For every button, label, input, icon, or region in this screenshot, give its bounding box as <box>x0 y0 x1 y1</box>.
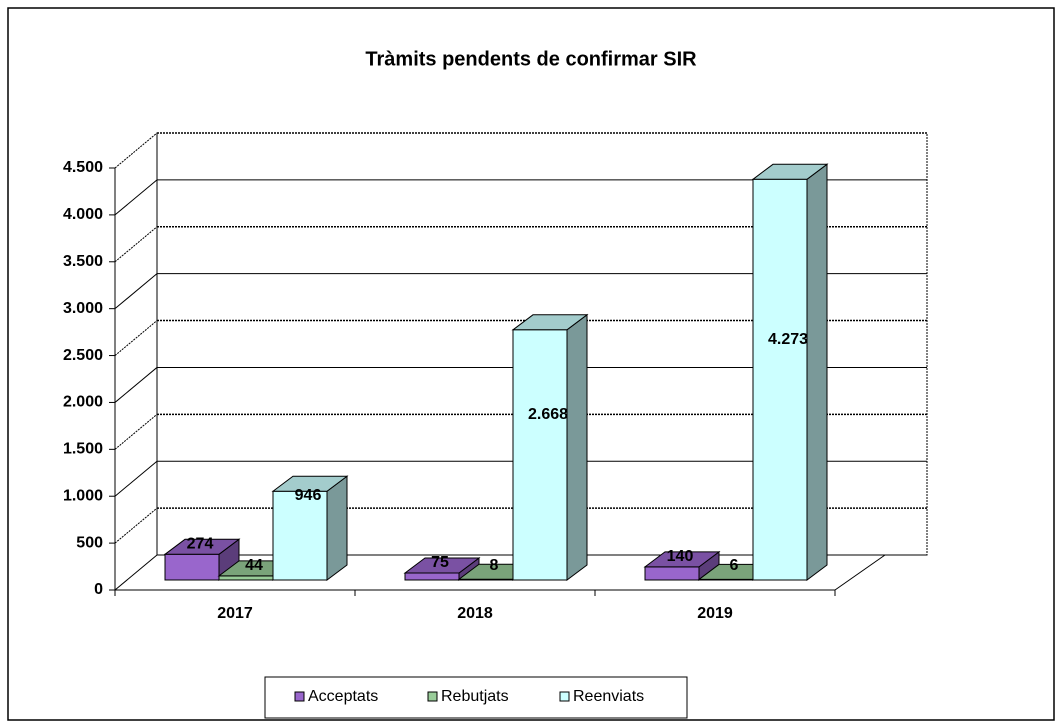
y-tick-label: 2.000 <box>63 394 103 411</box>
grid-diagonal <box>114 179 158 216</box>
bar-face <box>643 551 721 568</box>
x-tick-label: 2018 <box>457 605 493 622</box>
legend-swatch <box>427 691 438 702</box>
bar <box>511 313 589 581</box>
value-label: 44 <box>245 557 263 574</box>
grid-diagonal <box>114 226 158 263</box>
bar-face <box>752 178 808 581</box>
bar-face <box>326 475 348 581</box>
grid-diagonal <box>114 554 158 591</box>
value-label: 75 <box>431 554 449 571</box>
y-tick-label: 4.000 <box>63 206 103 223</box>
legend-box <box>264 676 688 719</box>
grid-diagonal <box>114 320 158 356</box>
y-tick-label: 1.000 <box>63 487 103 504</box>
bar <box>751 163 829 581</box>
bar-face <box>404 572 460 581</box>
floor-right <box>834 554 886 591</box>
legend-swatch <box>559 691 570 702</box>
value-label: 4.273 <box>768 331 808 348</box>
bar-face <box>271 475 349 492</box>
bar-face <box>512 329 568 581</box>
grid-diagonal <box>114 367 158 403</box>
bar-face <box>566 313 588 581</box>
grid-diagonal <box>114 273 158 310</box>
y-tick-label: 2.500 <box>63 347 103 364</box>
value-label: 2.668 <box>528 406 568 423</box>
x-tick-label: 2017 <box>217 605 253 622</box>
y-tick-label: 4.500 <box>63 159 103 176</box>
y-tick-label: 1.500 <box>63 441 103 458</box>
bar-face <box>164 553 220 581</box>
value-label: 6 <box>730 557 739 574</box>
bar <box>163 538 241 581</box>
bar <box>271 475 349 581</box>
value-label: 8 <box>490 557 499 574</box>
grid-diagonal <box>114 460 158 497</box>
legend-swatch <box>294 691 305 702</box>
value-label: 946 <box>295 487 322 504</box>
bar-face <box>403 557 481 574</box>
grid-diagonal <box>114 413 158 450</box>
bar <box>643 550 721 581</box>
bar-face <box>644 566 700 581</box>
legend-label: Rebutjats <box>441 688 509 705</box>
bar-face <box>163 538 241 555</box>
bar <box>403 556 481 581</box>
y-tick-label: 3.500 <box>63 253 103 270</box>
bar-face <box>806 163 828 581</box>
grid-diagonal <box>114 507 158 544</box>
value-label: 274 <box>187 536 214 553</box>
bar-face <box>511 314 589 331</box>
y-tick-label: 500 <box>76 534 103 551</box>
chart-title: Tràmits pendents de confirmar SIR <box>365 48 697 70</box>
bar-face <box>218 575 274 581</box>
grid-diagonal <box>114 132 158 169</box>
bar-face <box>272 490 328 581</box>
x-tick-label: 2019 <box>697 605 733 622</box>
y-tick-label: 0 <box>94 581 103 598</box>
y-tick-label: 3.000 <box>63 300 103 317</box>
value-label: 140 <box>667 548 694 565</box>
bar-face <box>751 163 829 180</box>
legend-label: Acceptats <box>308 688 378 705</box>
legend-label: Reenviats <box>573 688 644 705</box>
